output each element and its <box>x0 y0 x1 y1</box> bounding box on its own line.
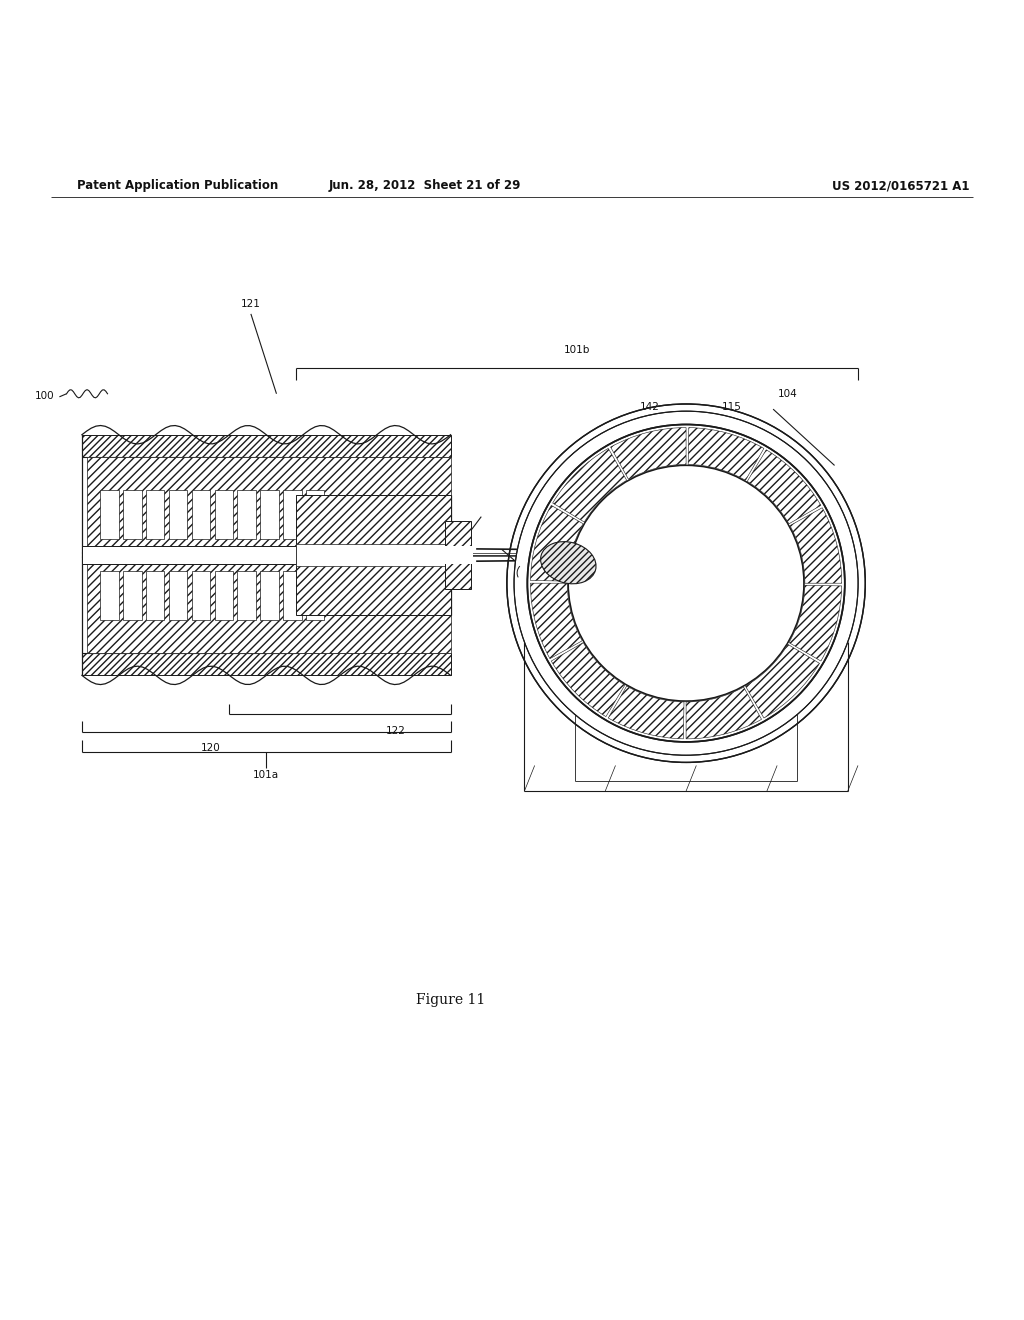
Bar <box>123 572 141 620</box>
Bar <box>82 653 451 676</box>
Bar <box>296 544 461 566</box>
Bar <box>87 457 451 546</box>
Bar <box>238 490 256 539</box>
Circle shape <box>568 466 804 701</box>
Text: 104: 104 <box>778 389 798 399</box>
Bar <box>260 572 279 620</box>
Text: 122: 122 <box>385 726 406 735</box>
Bar <box>82 546 461 564</box>
Text: Jun. 28, 2012  Sheet 21 of 29: Jun. 28, 2012 Sheet 21 of 29 <box>329 180 521 193</box>
Bar <box>169 490 187 539</box>
Bar <box>215 572 233 620</box>
Bar <box>238 572 256 620</box>
Bar <box>191 572 210 620</box>
Text: 120: 120 <box>201 743 221 754</box>
Bar <box>306 490 325 539</box>
Ellipse shape <box>541 541 596 583</box>
Text: 121: 121 <box>241 298 261 309</box>
Bar <box>100 490 119 539</box>
Bar <box>284 490 302 539</box>
Bar <box>191 490 210 539</box>
Text: 100: 100 <box>35 391 54 401</box>
Bar <box>100 572 119 620</box>
Bar <box>87 564 451 653</box>
Text: Patent Application Publication: Patent Application Publication <box>77 180 279 193</box>
Text: 140: 140 <box>453 540 473 550</box>
Bar <box>146 490 165 539</box>
Circle shape <box>514 411 858 755</box>
Text: 130: 130 <box>527 568 546 578</box>
Text: US 2012/0165721 A1: US 2012/0165721 A1 <box>833 180 970 193</box>
Bar <box>215 490 233 539</box>
Bar <box>169 572 187 620</box>
Bar <box>306 572 325 620</box>
Bar <box>284 572 302 620</box>
Text: 115: 115 <box>722 403 742 412</box>
Bar <box>296 495 451 615</box>
Bar <box>146 572 165 620</box>
Bar <box>445 521 471 589</box>
Text: 101b: 101b <box>564 345 590 355</box>
Bar <box>82 434 451 457</box>
Text: 101a: 101a <box>253 770 280 780</box>
Text: 142: 142 <box>640 403 660 412</box>
Bar <box>82 434 451 676</box>
Bar <box>445 546 473 564</box>
Bar <box>260 490 279 539</box>
Text: Figure 11: Figure 11 <box>416 993 485 1007</box>
Bar <box>123 490 141 539</box>
